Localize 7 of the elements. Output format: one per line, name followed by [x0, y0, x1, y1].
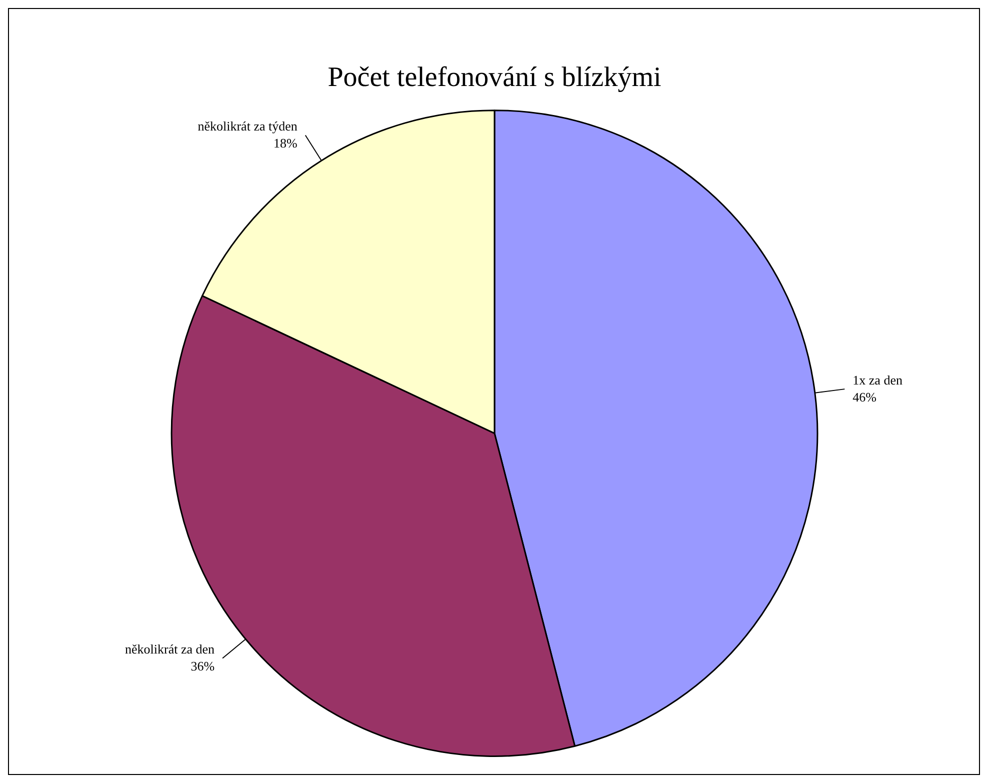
data-label: 36%: [190, 658, 215, 674]
slice-label: několikrát za týden: [198, 118, 298, 134]
data-label: 46%: [852, 389, 877, 404]
slice-label: několikrát za den: [125, 642, 216, 657]
data-label: 18%: [274, 136, 298, 151]
chart-title: Počet telefonování s blízkými: [328, 62, 662, 94]
slice-label: 1x za den: [852, 372, 903, 388]
